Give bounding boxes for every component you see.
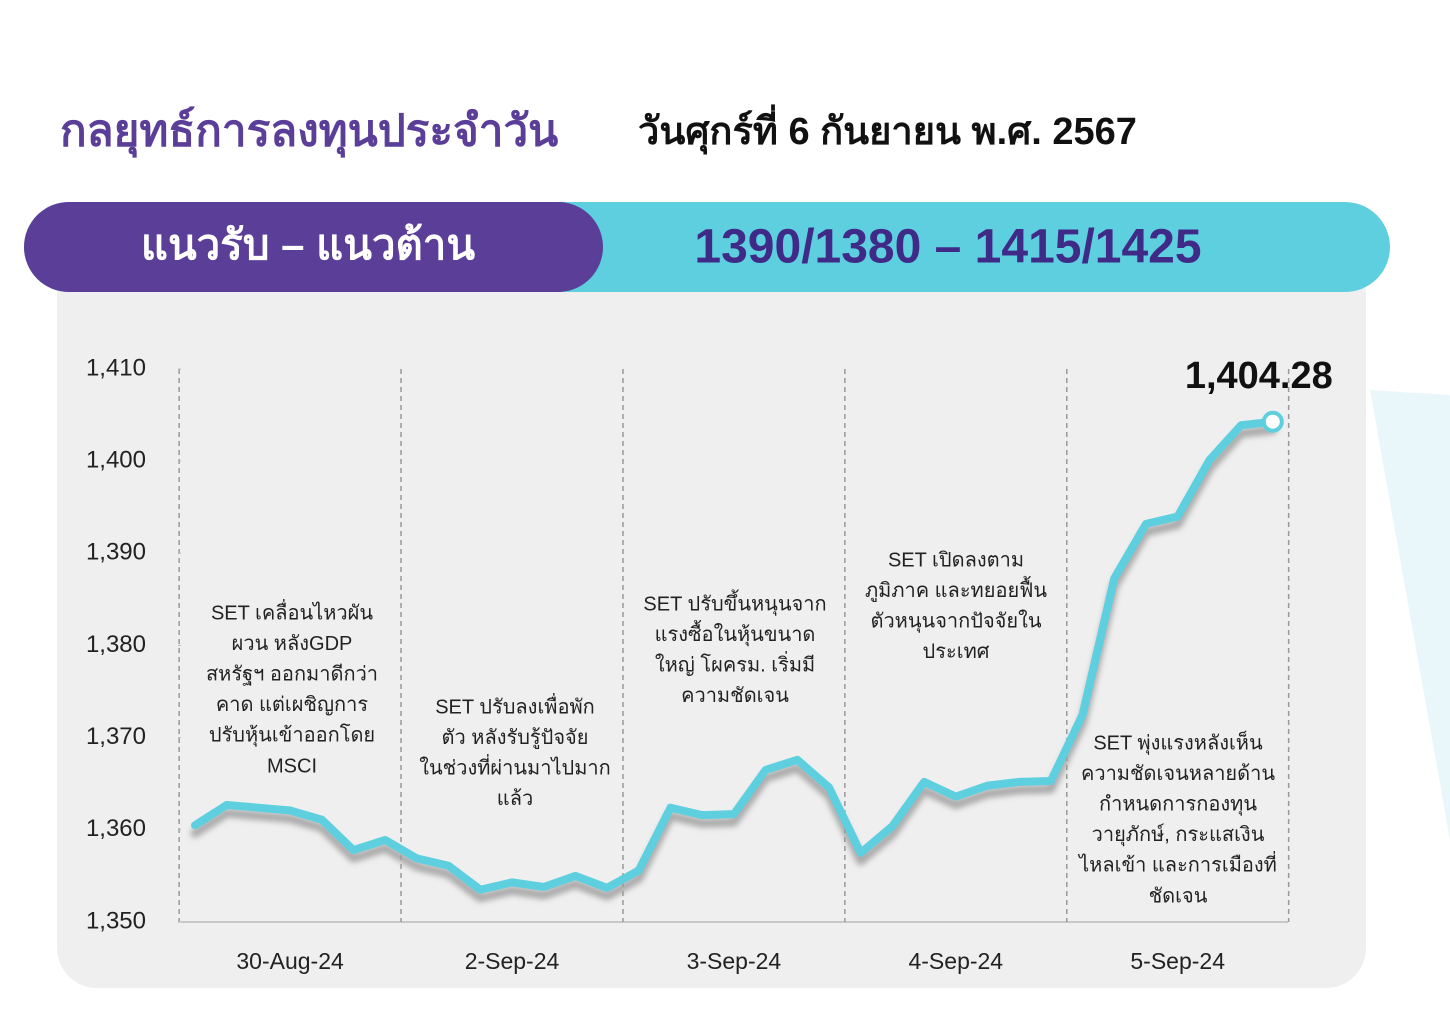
value-label: 1,404.28	[1185, 355, 1333, 397]
annotation: ความชัดเจน	[681, 685, 789, 707]
end-marker	[1261, 410, 1284, 433]
y-tick-label: 1,390	[86, 539, 146, 566]
x-tick-label: 4-Sep-24	[908, 948, 1003, 974]
annotation: วายุภักษ์, กระแสเงิน	[1092, 823, 1265, 847]
annotation: กำหนดการกองทุน	[1099, 793, 1257, 816]
annotation: ตัวหนุนจากปัจจัยใน	[870, 609, 1041, 633]
annotation: ประเทศ	[923, 641, 990, 663]
annotation: สหรัฐฯ ออกมาดีกว่า	[206, 663, 378, 685]
y-tick-label: 1,380	[86, 631, 146, 658]
date: วันศุกร์ที่ 6 กันยายน พ.ศ. 2567	[638, 104, 1137, 155]
y-tick-label: 1,350	[86, 907, 146, 934]
annotation: ไหลเข้า และการเมืองที่	[1077, 851, 1277, 877]
band-label-bg	[24, 202, 604, 292]
annotation: ปรับหุ้นเข้าออกโดย	[209, 724, 375, 748]
y-tick-label: 1,370	[86, 723, 146, 750]
line	[191, 417, 1277, 894]
annotation: ผวน หลังGDP	[232, 633, 353, 655]
x-tick-label: 2-Sep-24	[465, 948, 560, 974]
annotation: ชัดเจน	[1149, 885, 1208, 907]
annotation: SET ปรับลงเพื่อพัก	[435, 692, 595, 718]
x-tick-label: 5-Sep-24	[1130, 948, 1225, 974]
y-tick-label: 1,410	[86, 354, 146, 381]
annotation: ใหญ่ โผครม. เริ่มมี	[655, 650, 815, 676]
annotation: ตัว หลังรับรู้ปัจจัย	[441, 727, 588, 750]
annotation: ความชัดเจนหลายด้าน	[1081, 763, 1275, 785]
decor	[1370, 390, 1450, 840]
title: กลยุทธ์การลงทุนประจำวัน	[60, 106, 558, 159]
annotation: ในช่วงที่ผ่านมาไปมาก	[419, 753, 611, 779]
annotation: SET เคลื่อนไหวผัน	[211, 598, 373, 624]
annotation: ภูมิภาค และทยอยฟื้น	[865, 576, 1047, 603]
x-tick-label: 30-Aug-24	[236, 948, 344, 974]
annotation: SET พุ่งแรงหลังเห็น	[1093, 729, 1263, 755]
annotation: แล้ว	[497, 788, 533, 810]
band-value: 1390/1380 – 1415/1425	[694, 221, 1201, 274]
annotation: MSCI	[267, 755, 317, 777]
band-label: แนวรับ – แนวต้าน	[141, 221, 476, 268]
chart-card	[57, 255, 1366, 988]
x-tick-label: 3-Sep-24	[687, 948, 782, 974]
annotation: SET เปิดลงตาม	[888, 549, 1024, 571]
y-tick-label: 1,400	[86, 447, 146, 474]
annotation: แรงซื้อในหุ้นขนาด	[655, 620, 816, 647]
plot: 1,350 1,360 1,370 1,380 1,390 1,400 1,410 30-Au…	[86, 354, 1333, 974]
annotation: คาด แต่เผชิญการ	[216, 694, 369, 716]
y-tick-label: 1,360	[86, 815, 146, 842]
annotation: SET ปรับขึ้นหนุนจาก	[643, 589, 826, 616]
